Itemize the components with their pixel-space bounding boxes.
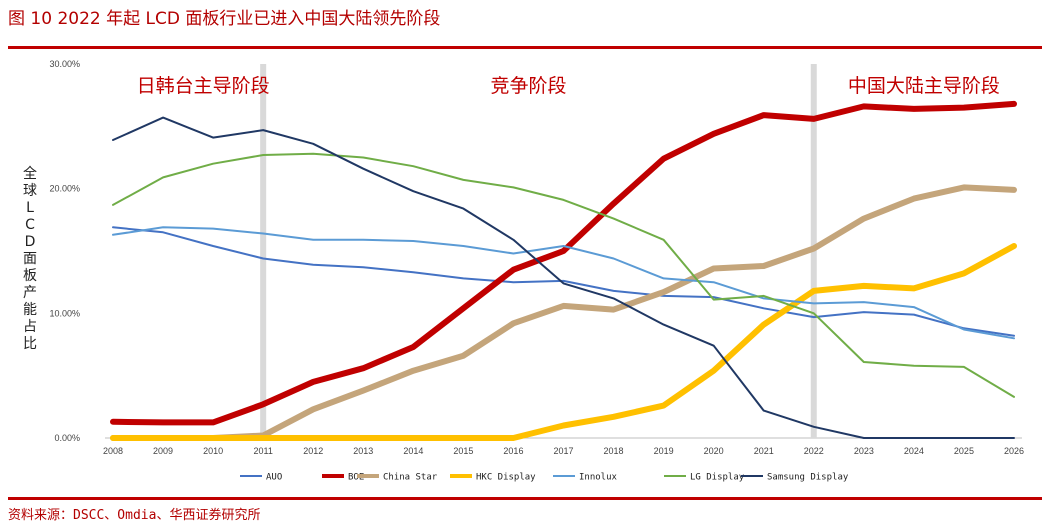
x-tick-label: 2016 bbox=[503, 446, 523, 456]
x-tick-label: 2018 bbox=[604, 446, 624, 456]
y-axis-label-char: 板 bbox=[23, 268, 37, 284]
x-tick-label: 2009 bbox=[153, 446, 173, 456]
y-tick-label: 30.00% bbox=[49, 59, 80, 69]
y-tick-label: 0.00% bbox=[54, 433, 80, 443]
x-tick-label: 2011 bbox=[253, 446, 272, 456]
x-tick-label: 2019 bbox=[654, 446, 674, 456]
x-tick-label: 2012 bbox=[303, 446, 323, 456]
period-labels: 日韩台主导阶段 竞争阶段 中国大陆主导阶段 bbox=[137, 75, 1000, 97]
y-axis-label-char: 占 bbox=[23, 319, 37, 335]
x-tick-label: 2024 bbox=[904, 446, 924, 456]
x-tick-label: 2026 bbox=[1004, 446, 1024, 456]
period-label: 竞争阶段 bbox=[490, 75, 566, 97]
series-line bbox=[112, 152, 1015, 398]
source-rule bbox=[8, 497, 1042, 500]
title-rule bbox=[8, 46, 1042, 49]
y-axis-label-char: 面 bbox=[23, 251, 37, 267]
legend-label: China Star bbox=[383, 473, 438, 483]
y-axis-label-char: 球 bbox=[23, 183, 37, 199]
series-lines bbox=[110, 100, 1017, 441]
y-axis-label: 全球 L C D 面板产能占比 bbox=[23, 165, 37, 352]
legend-label: BOE bbox=[348, 473, 364, 483]
y-tick-label: 20.00% bbox=[49, 184, 80, 194]
y-axis-label-char: 能 bbox=[23, 302, 37, 318]
legend-label: LG Display bbox=[690, 473, 745, 483]
figure-title: 图 10 2022 年起 LCD 面板行业已进入中国大陆领先阶段 bbox=[8, 9, 441, 29]
chart-axes: 0.00% 10.00% 20.00% 30.00% 2008 2009 2010 2011 2… bbox=[49, 59, 1024, 456]
x-tick-label: 2013 bbox=[353, 446, 373, 456]
y-axis-label-char: C bbox=[25, 217, 35, 233]
series-line bbox=[110, 100, 1017, 426]
y-axis-label-char: 比 bbox=[23, 336, 37, 352]
period-divider bbox=[260, 64, 267, 438]
series-line bbox=[112, 226, 1015, 337]
legend-label: AUO bbox=[266, 473, 282, 483]
chart-legend: AUO BOE China Star HKC Display Innolux LG Dis… bbox=[240, 473, 849, 483]
period-label: 中国大陆主导阶段 bbox=[848, 75, 1000, 97]
x-tick-label: 2015 bbox=[453, 446, 473, 456]
x-tick-label: 2022 bbox=[804, 446, 824, 456]
y-axis-label-char: 产 bbox=[23, 285, 37, 301]
x-tick-label: 2014 bbox=[403, 446, 423, 456]
series-line bbox=[112, 226, 1015, 340]
y-axis-label-char: D bbox=[25, 234, 36, 250]
series-line bbox=[112, 116, 1015, 439]
x-tick-label: 2023 bbox=[854, 446, 874, 456]
x-tick-label: 2021 bbox=[754, 446, 774, 456]
y-axis-label-char: 全 bbox=[23, 165, 37, 182]
legend-label: Samsung Display bbox=[767, 473, 849, 483]
x-tick-label: 2008 bbox=[103, 446, 123, 456]
legend-label: HKC Display bbox=[476, 473, 536, 483]
x-tick-label: 2020 bbox=[704, 446, 724, 456]
x-tick-label: 2010 bbox=[203, 446, 223, 456]
x-tick-label: 2025 bbox=[954, 446, 974, 456]
y-axis-label-char: L bbox=[26, 200, 34, 216]
period-label: 日韩台主导阶段 bbox=[137, 75, 270, 97]
period-dividers bbox=[260, 64, 817, 438]
y-tick-label: 10.00% bbox=[49, 308, 80, 318]
source-note: 资料来源：DSCC、Omdia、华西证券研究所 bbox=[8, 508, 261, 523]
legend-label: Innolux bbox=[579, 473, 618, 483]
series-line bbox=[110, 243, 1017, 441]
x-tick-label: 2017 bbox=[553, 446, 573, 456]
